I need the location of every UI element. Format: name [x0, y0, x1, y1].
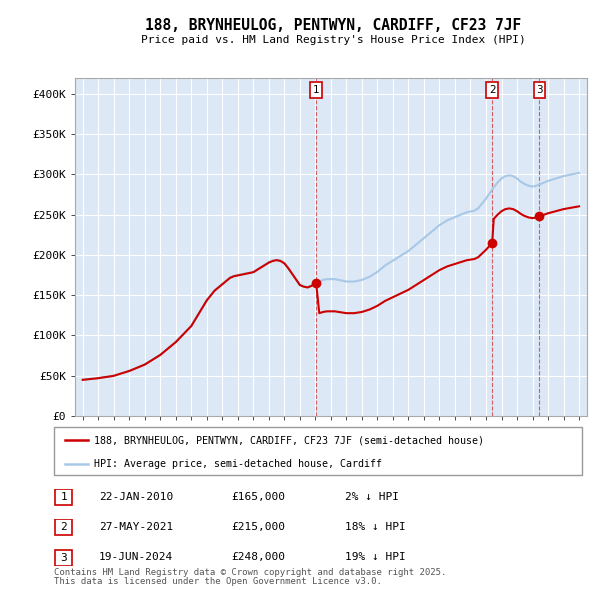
- Text: 27-MAY-2021: 27-MAY-2021: [99, 522, 173, 532]
- Text: Price paid vs. HM Land Registry's House Price Index (HPI): Price paid vs. HM Land Registry's House …: [140, 35, 526, 45]
- Text: This data is licensed under the Open Government Licence v3.0.: This data is licensed under the Open Gov…: [54, 578, 382, 586]
- Text: 3: 3: [536, 85, 543, 95]
- Text: 19-JUN-2024: 19-JUN-2024: [99, 552, 173, 562]
- Text: 18% ↓ HPI: 18% ↓ HPI: [345, 522, 406, 532]
- Text: 2: 2: [489, 85, 496, 95]
- Text: HPI: Average price, semi-detached house, Cardiff: HPI: Average price, semi-detached house,…: [94, 459, 382, 469]
- Text: £248,000: £248,000: [231, 552, 285, 562]
- Text: Contains HM Land Registry data © Crown copyright and database right 2025.: Contains HM Land Registry data © Crown c…: [54, 568, 446, 577]
- Text: 188, BRYNHEULOG, PENTWYN, CARDIFF, CF23 7JF (semi-detached house): 188, BRYNHEULOG, PENTWYN, CARDIFF, CF23 …: [94, 435, 484, 445]
- Text: 19% ↓ HPI: 19% ↓ HPI: [345, 552, 406, 562]
- Text: 1: 1: [60, 493, 67, 502]
- Text: 2% ↓ HPI: 2% ↓ HPI: [345, 492, 399, 502]
- Text: 22-JAN-2010: 22-JAN-2010: [99, 492, 173, 502]
- Text: £215,000: £215,000: [231, 522, 285, 532]
- Text: £165,000: £165,000: [231, 492, 285, 502]
- Text: 3: 3: [60, 553, 67, 562]
- Text: 1: 1: [313, 85, 319, 95]
- Text: 2: 2: [60, 523, 67, 532]
- Text: 188, BRYNHEULOG, PENTWYN, CARDIFF, CF23 7JF: 188, BRYNHEULOG, PENTWYN, CARDIFF, CF23 …: [145, 18, 521, 33]
